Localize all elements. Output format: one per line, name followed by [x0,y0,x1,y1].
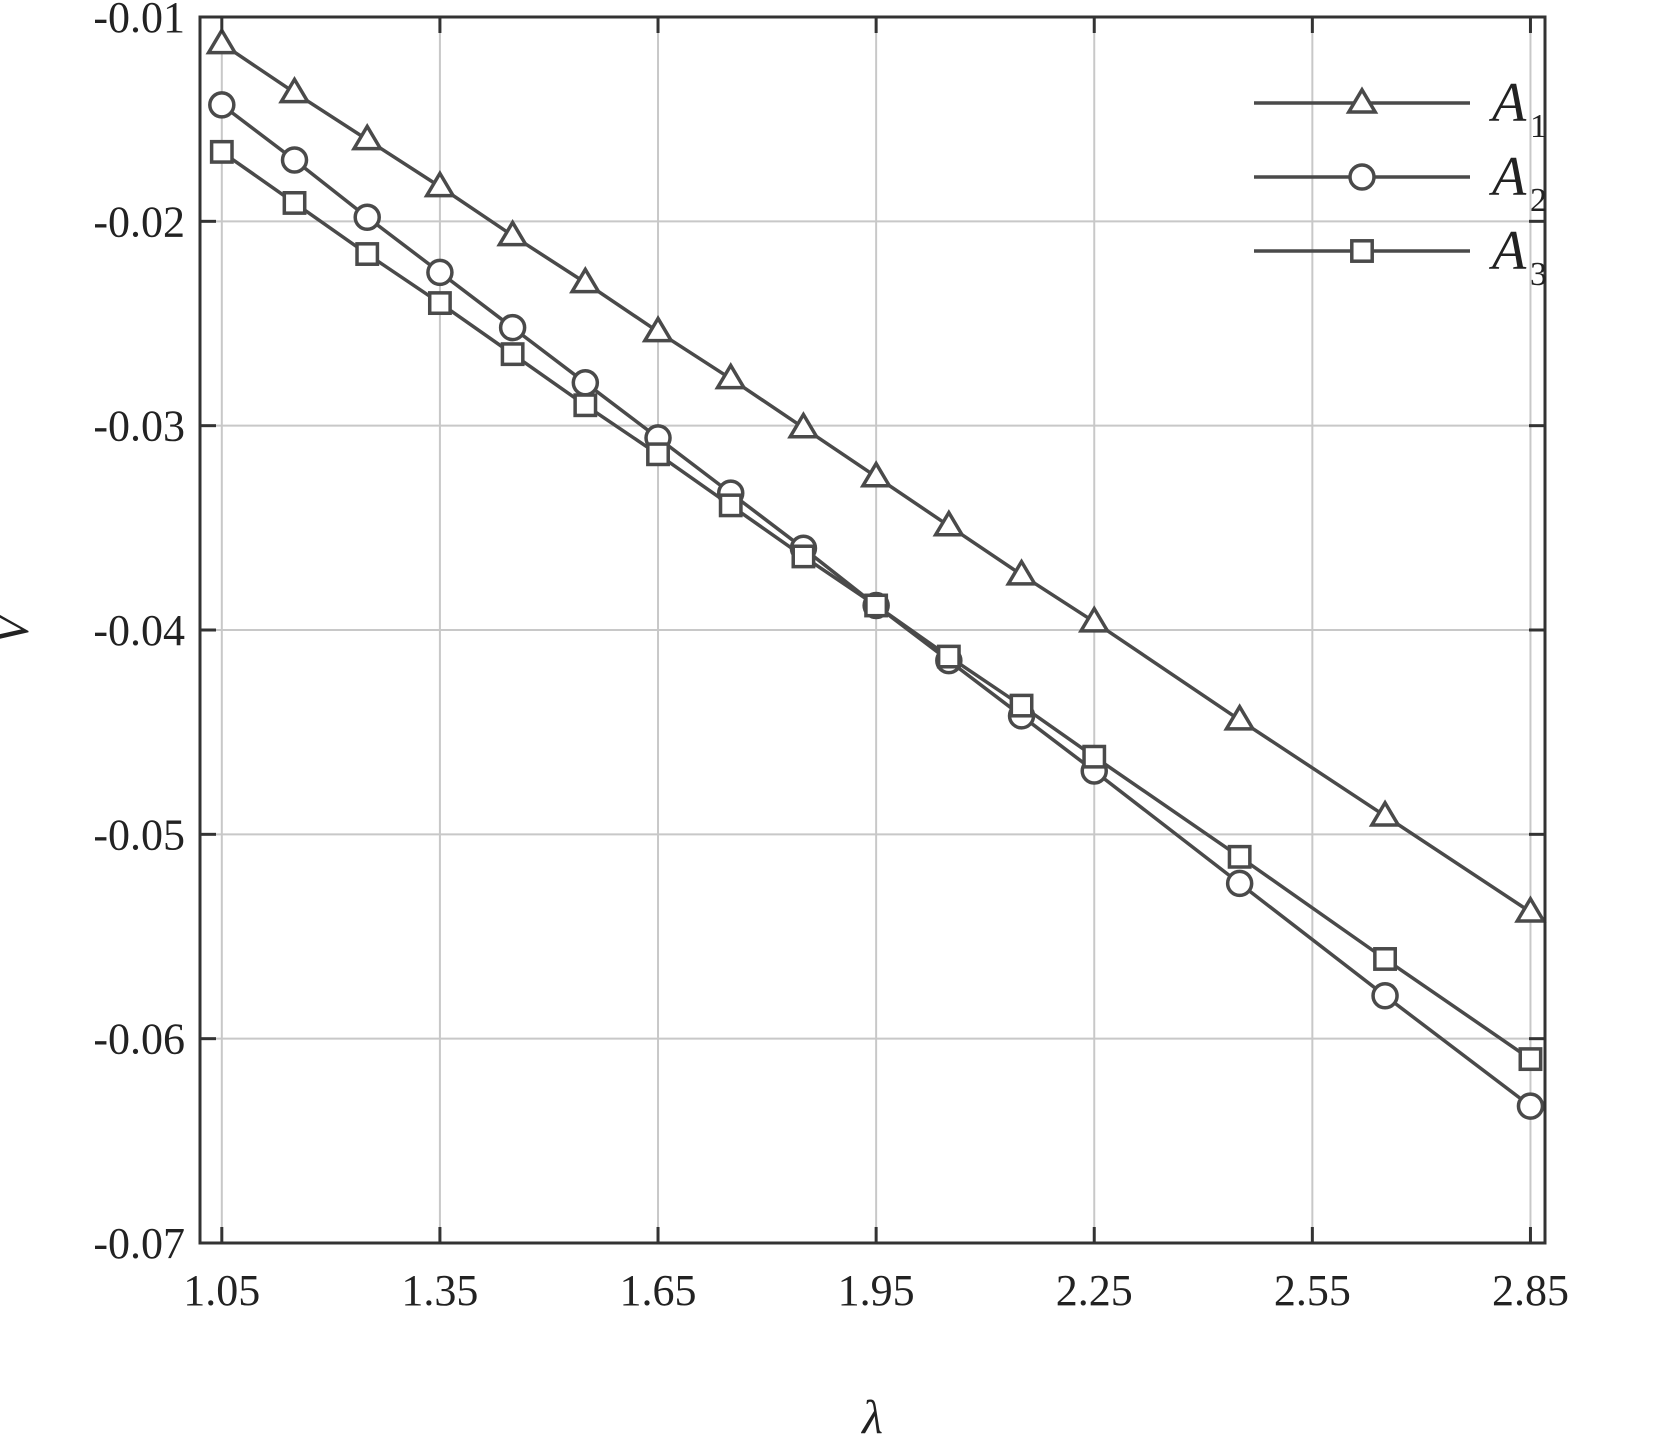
data-point-triangle [278,75,311,104]
data-point-square [791,544,816,569]
x-tick-label: 2.25 [1056,1266,1133,1315]
x-tick-label: 2.55 [1274,1266,1351,1315]
x-tick-label: 1.35 [401,1266,478,1315]
legend-subscript: 2 [1530,182,1547,219]
y-tick-label: -0.04 [93,606,185,655]
legend-marker-triangle [1345,86,1379,114]
x-axis-label: λ [860,1391,883,1441]
data-point-square [282,190,307,215]
data-point-square [864,593,889,618]
data-point-circle [1371,982,1399,1010]
x-tick-label: 1.95 [838,1266,915,1315]
data-point-square [500,342,525,367]
data-point-square [427,291,452,316]
data-point-square [936,644,961,669]
x-tick-label: 1.05 [183,1266,260,1315]
y-tick-label: -0.02 [93,197,185,246]
data-point-triangle [1223,703,1256,731]
legend: A 1A 2A 3 [1254,72,1547,293]
legend-label: A [1488,72,1527,134]
data-point-circle [571,369,600,397]
data-point-square [1009,693,1034,718]
data-point-triangle [350,122,384,151]
y-tick-label: -0.07 [93,1219,185,1268]
data-point-triangle [859,460,893,488]
data-point-square [718,493,743,518]
data-point-triangle [641,315,675,343]
y-axis-label: V [0,611,39,645]
data-point-square [355,242,380,266]
legend-marker-square [1350,239,1374,263]
series-line [220,103,1532,1108]
data-point-triangle [496,219,529,247]
data-point-square [573,393,598,418]
x-tick-label: 1.65 [620,1266,697,1315]
series-line [220,42,1532,914]
data-point-circle [498,313,527,342]
legend-label: A [1488,146,1527,208]
tick-labels: 1.05 1.35 1.65 1.95 2.25 2.55 2.85 -0.01 -0.02 -0… [93,0,1569,1315]
series-layer [205,26,1547,1120]
series-line [220,150,1532,1061]
data-point-circle [426,258,454,287]
data-point-square [1227,844,1252,869]
data-point-triangle [423,169,457,198]
data-point-circle [1225,869,1254,898]
y-tick-label: -0.01 [93,0,185,42]
data-point-triangle [205,26,239,55]
data-point-triangle [787,411,820,439]
data-point-triangle [1368,799,1402,827]
legend-subscript: 3 [1530,256,1547,293]
data-point-square [1518,1047,1543,1072]
x-tick-label: 2.85 [1492,1266,1569,1315]
data-point-circle [208,91,236,119]
data-point-triangle [1077,605,1111,633]
legend-subscript: 1 [1530,108,1547,145]
series-square [209,139,1543,1072]
data-point-square [1082,744,1107,769]
legend-marker-circle [1348,163,1376,191]
data-point-triangle [569,266,602,294]
data-point-square [209,139,234,164]
data-point-triangle [932,509,966,537]
data-point-triangle [714,362,748,390]
ticks [200,15,1545,1245]
data-point-square [1373,947,1398,971]
data-point-circle [280,146,309,174]
data-point-triangle [1005,558,1038,586]
series-triangle [205,26,1547,923]
data-point-circle [1516,1092,1545,1120]
y-tick-label: -0.06 [93,1015,185,1064]
data-point-square [646,442,670,467]
data-point-triangle [1514,895,1547,923]
data-point-circle [353,203,381,231]
y-tick-label: -0.03 [93,402,185,451]
y-tick-label: -0.05 [93,810,185,859]
legend-label: A [1488,220,1527,282]
